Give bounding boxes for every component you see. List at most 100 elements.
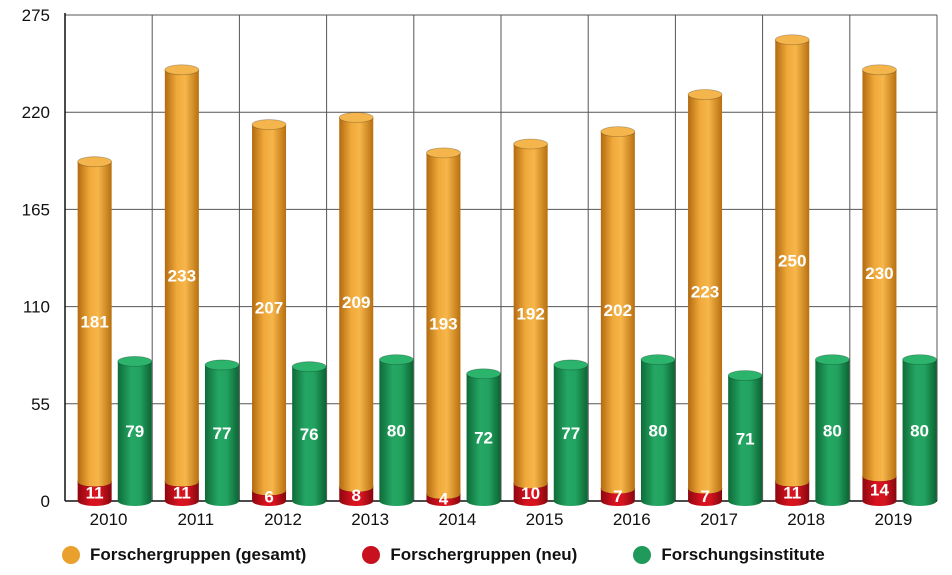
legend-item-institute: Forschungsinstitute [633,545,825,565]
data-label-gesamt: 202 [604,301,632,320]
bar-institute-cap [553,359,589,371]
bar-institute [902,354,937,507]
bar-gesamt [600,126,636,494]
y-tick-label: 220 [22,103,50,122]
x-tick-label: 2013 [351,510,389,529]
bar-neu-body [775,481,810,507]
bar-neu-body [164,481,199,507]
x-tick-label: 2014 [438,510,476,529]
data-label-gesamt: 207 [255,298,283,317]
data-label-institute: 71 [736,429,755,448]
bar-neu-body [600,488,635,507]
bar-gesamt-cap [77,156,113,168]
legend-label-gesamt: Forschergruppen (gesamt) [90,545,307,564]
bar-institute-body [204,364,239,507]
data-label-neu: 8 [352,486,361,505]
bar-gesamt [77,156,113,487]
bar-gesamt-body [688,94,723,494]
bars [77,34,937,507]
data-label-institute: 80 [910,421,929,440]
y-tick-label: 55 [31,395,50,414]
bar-institute [466,368,501,507]
legend-swatch-institute [633,546,652,564]
legend-swatch-gesamt [62,546,80,564]
bar-institute-body [117,361,152,506]
x-tick-label: 2017 [700,510,738,529]
data-label-neu: 11 [86,483,104,502]
legend-label-neu: Forschergruppen (neu) [390,545,578,564]
bar-gesamt-body [600,131,635,494]
x-tick-label: 2016 [613,510,651,529]
data-label-neu: 7 [700,487,709,506]
bar-neu-body [513,483,548,507]
y-tick-label: 110 [23,298,50,317]
data-label-neu: 4 [439,489,449,508]
data-label-gesamt: 192 [516,305,544,324]
bar-institute-cap [291,361,327,373]
y-tick-label: 0 [41,492,50,511]
data-label-institute: 77 [561,424,580,443]
bar-institute-cap [902,354,937,366]
data-label-gesamt: 181 [80,313,108,332]
bar-institute-body [815,359,850,507]
bar-gesamt [687,89,723,494]
bar-institute-cap [204,359,240,371]
bar-gesamt-body [77,161,112,487]
bar-gesamt-cap [600,126,636,138]
y-tick-label: 275 [22,6,50,25]
x-tick-label: 2012 [264,510,302,529]
bar-institute [814,354,850,507]
bar-gesamt-body [252,124,287,496]
bar-gesamt-cap [774,34,810,46]
bar-gesamt-cap [251,119,287,130]
bar-institute [553,359,589,507]
x-tick-label: 2015 [526,510,564,529]
bar-gesamt-cap [513,138,549,150]
data-label-institute: 77 [212,424,231,443]
bar-institute-body [292,366,327,507]
legend-swatch-neu [362,546,381,564]
bar-gesamt [426,147,461,499]
x-tick-label: 2010 [90,510,128,529]
legend-label-institute: Forschungsinstitute [661,545,825,564]
x-tick-label: 2019 [874,510,912,529]
bar-institute-cap [640,354,676,366]
data-label-neu: 14 [870,481,889,500]
bar-gesamt [164,64,200,487]
data-label-gesamt: 193 [429,314,457,333]
bar-neu-body [339,486,374,507]
y-tick-label: 165 [22,200,50,219]
bar-gesamt-body [862,69,897,482]
bar-institute [378,354,414,507]
bar-gesamt-body [164,69,199,487]
bar-institute-body [640,359,675,507]
bar-neu-body [77,481,112,507]
data-label-institute: 79 [125,422,144,441]
bar-institute [117,355,153,506]
bar-gesamt [774,34,810,487]
legend-item-gesamt: Forschergruppen (gesamt) [62,545,306,565]
bar-gesamt-cap [687,89,723,100]
data-label-institute: 80 [823,421,842,440]
bar-chart: 0 55 110 165 220 275 181 11 79 2010 233 11 77 2011 207… [22,6,938,529]
data-label-neu: 11 [783,483,801,502]
bar-institute [640,354,676,507]
data-label-gesamt: 233 [168,267,196,286]
bar-institute-cap [814,354,850,366]
bar-gesamt-body [426,152,461,499]
legend-item-neu: Forschergruppen (neu) [362,545,577,565]
x-tick-label: 2018 [787,510,825,529]
data-label-neu: 11 [173,483,191,502]
bar-gesamt-body [339,117,374,492]
bar-institute-cap [727,370,763,381]
bar-institute-body [728,375,763,507]
bar-institute [291,361,327,507]
x-tick-label: 2011 [178,510,215,529]
bar-gesamt-cap [862,64,897,76]
bar-neu-body [862,476,897,507]
bar-gesamt [338,112,374,492]
bar-institute-body [553,364,588,507]
data-label-gesamt: 209 [342,293,370,312]
bar-institute-body [902,359,937,507]
bar-gesamt-body [775,39,810,487]
